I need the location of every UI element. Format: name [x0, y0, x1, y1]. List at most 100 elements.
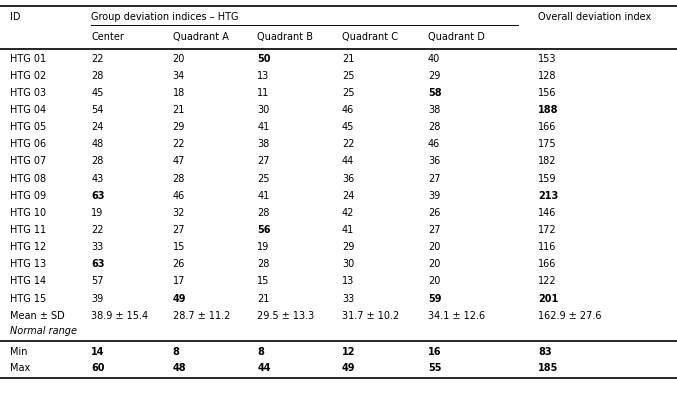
Text: HTG 10: HTG 10: [10, 208, 46, 218]
Text: 24: 24: [91, 122, 104, 132]
Text: 25: 25: [342, 88, 354, 98]
Text: 27: 27: [428, 225, 440, 235]
Text: 21: 21: [173, 105, 185, 115]
Text: 63: 63: [91, 259, 105, 269]
Text: 213: 213: [538, 191, 559, 201]
Text: 28: 28: [173, 173, 185, 183]
Text: 185: 185: [538, 363, 559, 373]
Text: 22: 22: [342, 139, 354, 149]
Text: 156: 156: [538, 88, 556, 98]
Text: 22: 22: [173, 139, 185, 149]
Text: 58: 58: [428, 88, 441, 98]
Text: Overall deviation index: Overall deviation index: [538, 12, 651, 22]
Text: 20: 20: [428, 242, 440, 252]
Text: 28: 28: [91, 71, 104, 81]
Text: 29: 29: [428, 71, 440, 81]
Text: 19: 19: [257, 242, 269, 252]
Text: 55: 55: [428, 363, 441, 373]
Text: 48: 48: [173, 363, 186, 373]
Text: 44: 44: [257, 363, 271, 373]
Text: 116: 116: [538, 242, 556, 252]
Text: 8: 8: [173, 347, 179, 357]
Text: 56: 56: [257, 225, 271, 235]
Text: 128: 128: [538, 71, 556, 81]
Text: 8: 8: [257, 347, 264, 357]
Text: 41: 41: [342, 225, 354, 235]
Text: HTG 11: HTG 11: [10, 225, 46, 235]
Text: 15: 15: [173, 242, 185, 252]
Text: 20: 20: [173, 54, 185, 64]
Text: HTG 04: HTG 04: [10, 105, 46, 115]
Text: 63: 63: [91, 191, 105, 201]
Text: ID: ID: [10, 12, 21, 22]
Text: 30: 30: [342, 259, 354, 269]
Text: 188: 188: [538, 105, 559, 115]
Text: 47: 47: [173, 157, 185, 166]
Text: 16: 16: [428, 347, 441, 357]
Text: 41: 41: [257, 191, 269, 201]
Text: 12: 12: [342, 347, 355, 357]
Text: 13: 13: [257, 71, 269, 81]
Text: 33: 33: [342, 294, 354, 304]
Text: 29.5 ± 13.3: 29.5 ± 13.3: [257, 311, 315, 320]
Text: 38: 38: [428, 105, 440, 115]
Text: 41: 41: [257, 122, 269, 132]
Text: 57: 57: [91, 276, 104, 286]
Text: HTG 14: HTG 14: [10, 276, 46, 286]
Text: HTG 09: HTG 09: [10, 191, 46, 201]
Text: Quadrant D: Quadrant D: [428, 32, 485, 43]
Text: HTG 12: HTG 12: [10, 242, 47, 252]
Text: 201: 201: [538, 294, 559, 304]
Text: 28: 28: [257, 208, 269, 218]
Text: 27: 27: [173, 225, 185, 235]
Text: 60: 60: [91, 363, 105, 373]
Text: 13: 13: [342, 276, 354, 286]
Text: 33: 33: [91, 242, 104, 252]
Text: 25: 25: [342, 71, 354, 81]
Text: 45: 45: [342, 122, 354, 132]
Text: 172: 172: [538, 225, 557, 235]
Text: 44: 44: [342, 157, 354, 166]
Text: 34: 34: [173, 71, 185, 81]
Text: 159: 159: [538, 173, 556, 183]
Text: 31.7 ± 10.2: 31.7 ± 10.2: [342, 311, 399, 320]
Text: 36: 36: [428, 157, 440, 166]
Text: 28: 28: [428, 122, 440, 132]
Text: 27: 27: [257, 157, 269, 166]
Text: Quadrant C: Quadrant C: [342, 32, 398, 43]
Text: 162.9 ± 27.6: 162.9 ± 27.6: [538, 311, 602, 320]
Text: 153: 153: [538, 54, 556, 64]
Text: 20: 20: [428, 276, 440, 286]
Text: 15: 15: [257, 276, 269, 286]
Text: Min: Min: [10, 347, 28, 357]
Text: HTG 03: HTG 03: [10, 88, 46, 98]
Text: 50: 50: [257, 54, 271, 64]
Text: HTG 05: HTG 05: [10, 122, 47, 132]
Text: 36: 36: [342, 173, 354, 183]
Text: 166: 166: [538, 259, 556, 269]
Text: 54: 54: [91, 105, 104, 115]
Text: 42: 42: [342, 208, 354, 218]
Text: Quadrant B: Quadrant B: [257, 32, 313, 43]
Text: 21: 21: [342, 54, 354, 64]
Text: 175: 175: [538, 139, 557, 149]
Text: 39: 39: [428, 191, 440, 201]
Text: 14: 14: [91, 347, 105, 357]
Text: HTG 08: HTG 08: [10, 173, 46, 183]
Text: 26: 26: [173, 259, 185, 269]
Text: Center: Center: [91, 32, 125, 43]
Text: 17: 17: [173, 276, 185, 286]
Text: 19: 19: [91, 208, 104, 218]
Text: 46: 46: [173, 191, 185, 201]
Text: 28: 28: [257, 259, 269, 269]
Text: HTG 13: HTG 13: [10, 259, 46, 269]
Text: 18: 18: [173, 88, 185, 98]
Text: 48: 48: [91, 139, 104, 149]
Text: 146: 146: [538, 208, 556, 218]
Text: 22: 22: [91, 225, 104, 235]
Text: HTG 07: HTG 07: [10, 157, 47, 166]
Text: 49: 49: [342, 363, 355, 373]
Text: 25: 25: [257, 173, 269, 183]
Text: HTG 02: HTG 02: [10, 71, 47, 81]
Text: 24: 24: [342, 191, 354, 201]
